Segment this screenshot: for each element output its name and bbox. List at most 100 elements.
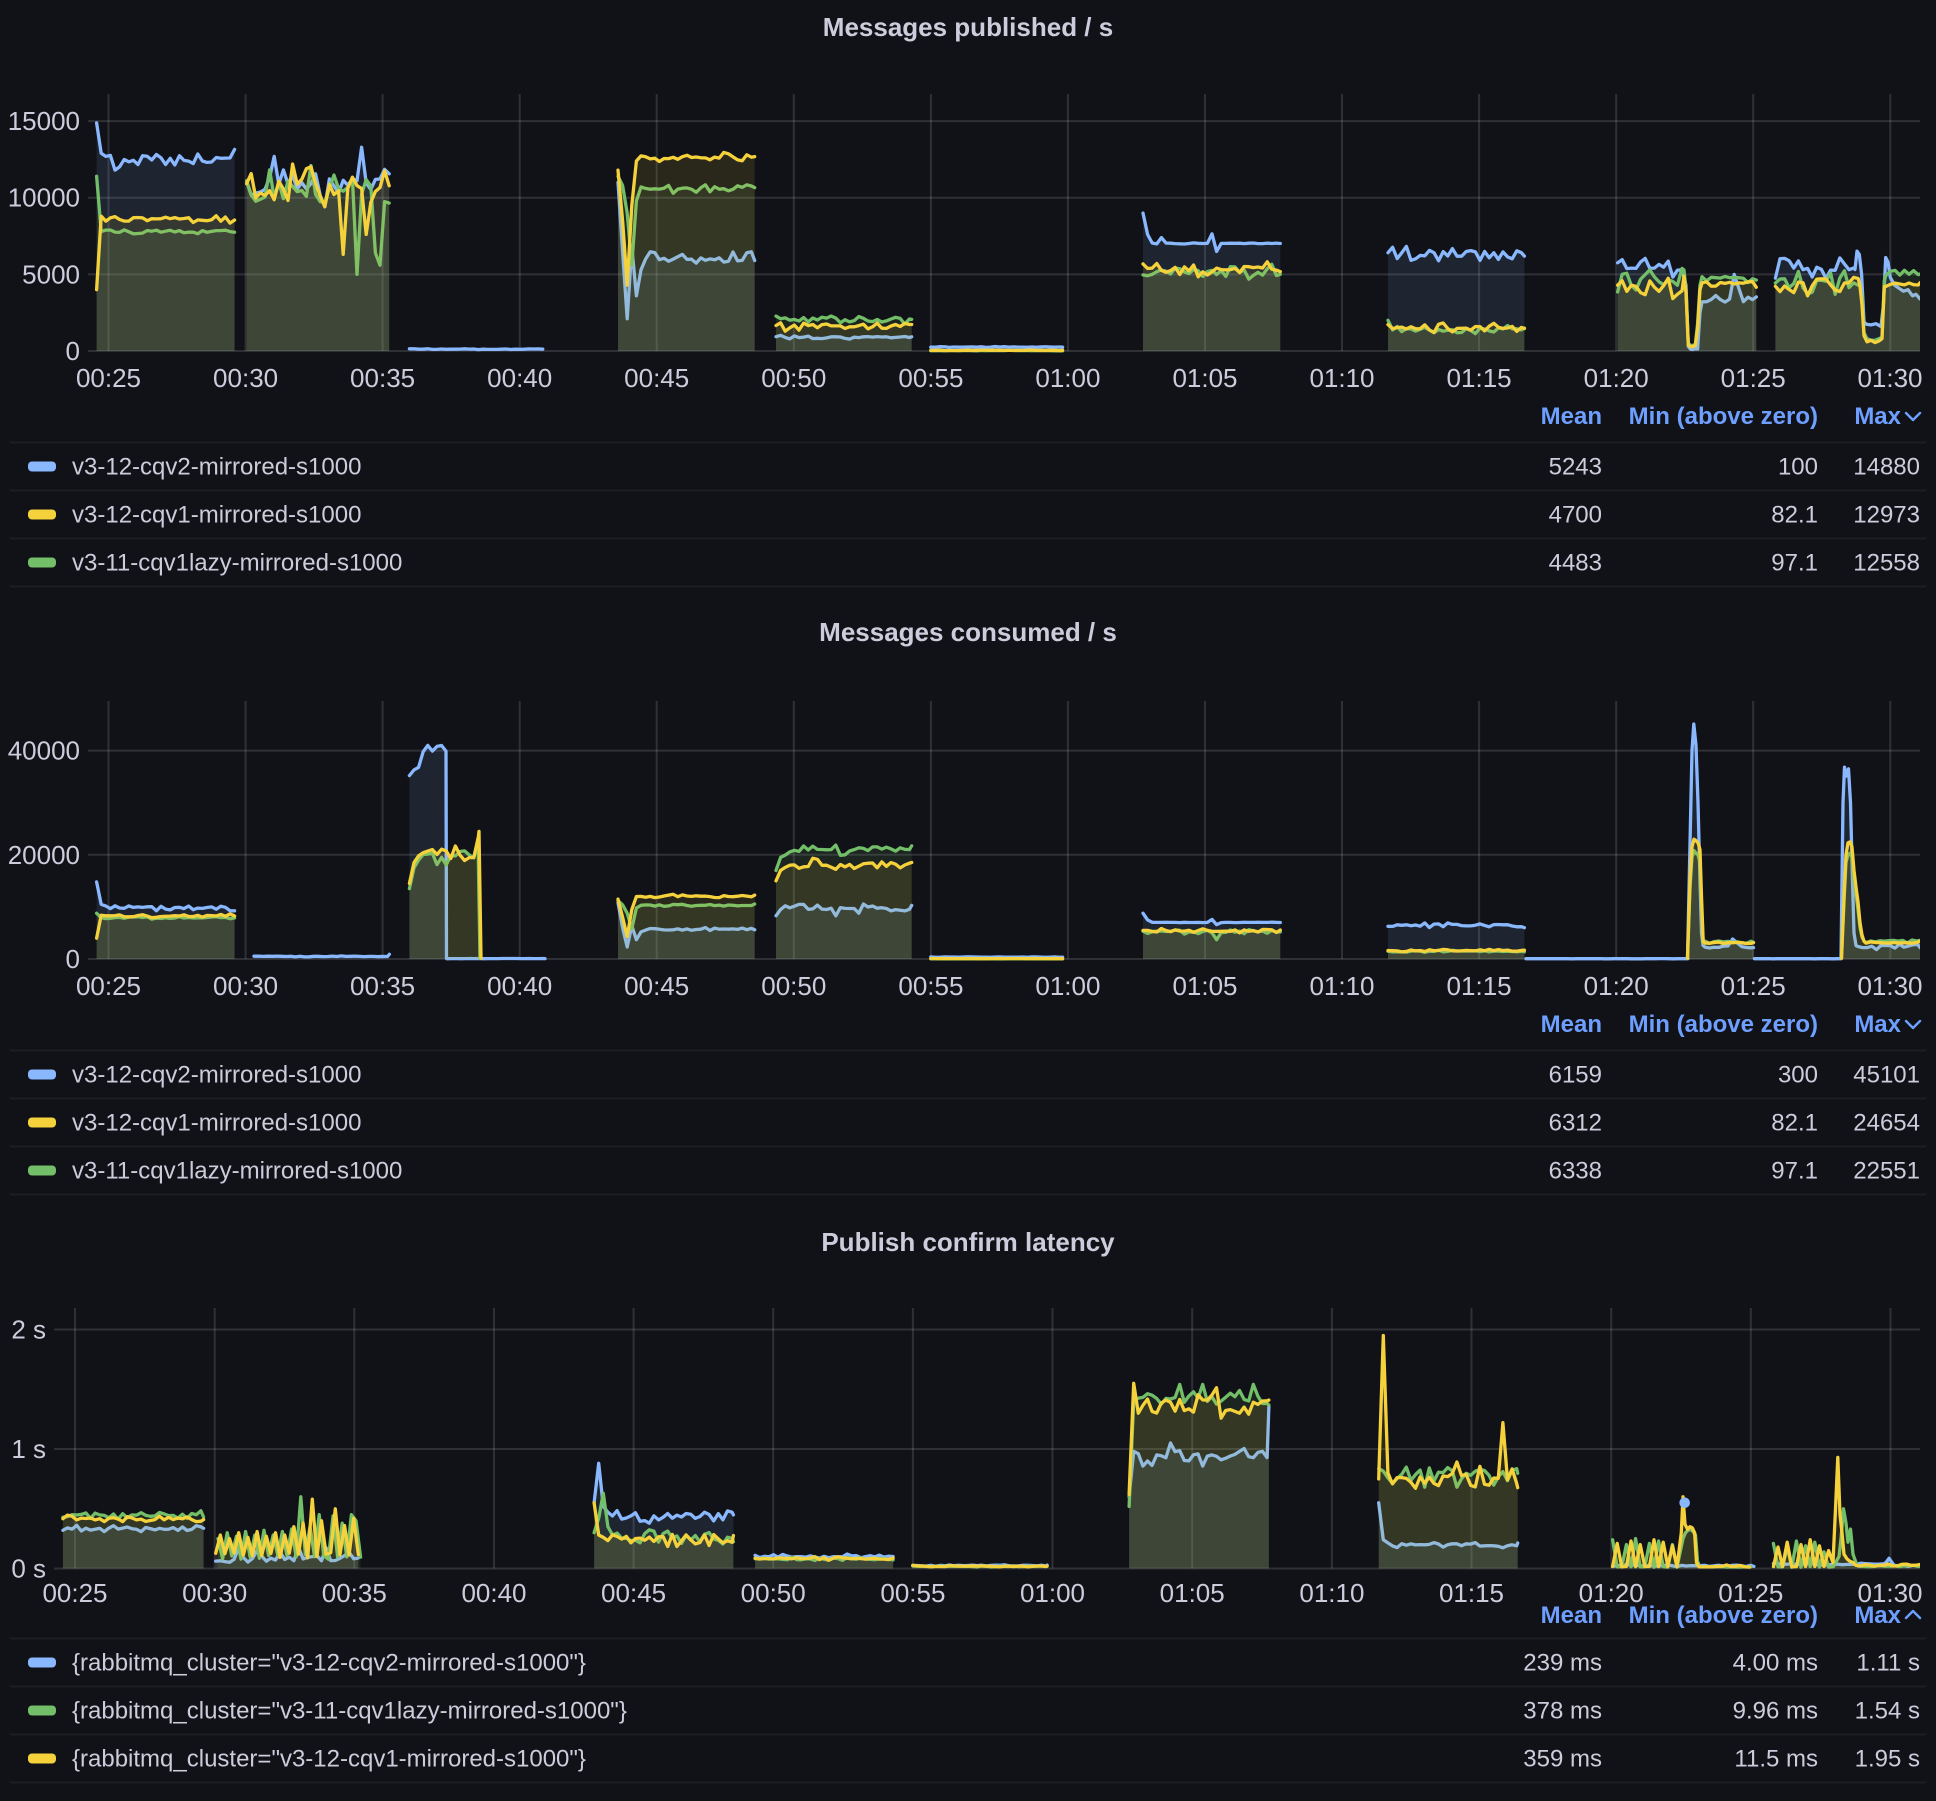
svg-text:Mean: Mean xyxy=(1541,1602,1602,1629)
svg-text:00:45: 00:45 xyxy=(624,971,689,1001)
svg-text:40000: 40000 xyxy=(8,736,80,766)
svg-text:14880: 14880 xyxy=(1853,454,1920,481)
svg-text:v3-12-cqv1-mirrored-s1000: v3-12-cqv1-mirrored-s1000 xyxy=(72,502,361,529)
svg-text:01:30: 01:30 xyxy=(1857,971,1922,1001)
svg-text:01:00: 01:00 xyxy=(1035,363,1100,393)
svg-text:0: 0 xyxy=(66,336,80,366)
svg-text:5000: 5000 xyxy=(22,259,80,289)
svg-text:01:00: 01:00 xyxy=(1020,1578,1085,1608)
svg-text:v3-11-cqv1lazy-mirrored-s1000: v3-11-cqv1lazy-mirrored-s1000 xyxy=(72,1158,402,1185)
svg-text:01:05: 01:05 xyxy=(1172,971,1237,1001)
svg-text:Min (above zero): Min (above zero) xyxy=(1629,403,1818,430)
svg-text:1.11 s: 1.11 s xyxy=(1856,1650,1920,1677)
svg-text:01:30: 01:30 xyxy=(1857,1578,1922,1608)
svg-text:12558: 12558 xyxy=(1853,550,1920,577)
svg-text:00:50: 00:50 xyxy=(761,971,826,1001)
svg-text:300: 300 xyxy=(1778,1062,1818,1089)
svg-text:24654: 24654 xyxy=(1853,1110,1920,1137)
svg-text:01:00: 01:00 xyxy=(1035,971,1100,1001)
svg-text:359 ms: 359 ms xyxy=(1523,1746,1602,1773)
svg-text:00:45: 00:45 xyxy=(601,1578,666,1608)
svg-text:00:25: 00:25 xyxy=(42,1578,107,1608)
svg-text:01:30: 01:30 xyxy=(1857,363,1922,393)
svg-text:00:40: 00:40 xyxy=(487,363,552,393)
svg-text:20000: 20000 xyxy=(8,840,80,870)
svg-text:Max: Max xyxy=(1854,1602,1901,1629)
svg-text:15000: 15000 xyxy=(8,106,80,136)
svg-text:Publish confirm latency: Publish confirm latency xyxy=(821,1227,1115,1257)
svg-text:01:10: 01:10 xyxy=(1309,363,1374,393)
svg-text:1.95 s: 1.95 s xyxy=(1855,1746,1920,1773)
svg-text:00:40: 00:40 xyxy=(461,1578,526,1608)
svg-text:Max: Max xyxy=(1854,403,1901,430)
svg-text:Mean: Mean xyxy=(1541,403,1602,430)
svg-text:Max: Max xyxy=(1854,1011,1901,1038)
svg-text:9.96 ms: 9.96 ms xyxy=(1733,1698,1818,1725)
svg-text:82.1: 82.1 xyxy=(1771,502,1818,529)
svg-text:Messages published / s: Messages published / s xyxy=(823,12,1113,42)
svg-text:00:55: 00:55 xyxy=(898,363,963,393)
svg-text:00:55: 00:55 xyxy=(880,1578,945,1608)
svg-text:v3-12-cqv2-mirrored-s1000: v3-12-cqv2-mirrored-s1000 xyxy=(72,454,361,481)
svg-text:22551: 22551 xyxy=(1853,1158,1920,1185)
svg-text:00:45: 00:45 xyxy=(624,363,689,393)
svg-text:00:40: 00:40 xyxy=(487,971,552,1001)
svg-text:Min (above zero): Min (above zero) xyxy=(1629,1011,1818,1038)
svg-text:{rabbitmq_cluster="v3-12-cqv1-: {rabbitmq_cluster="v3-12-cqv1-mirrored-s… xyxy=(72,1746,586,1773)
svg-text:0 s: 0 s xyxy=(11,1554,46,1584)
svg-text:01:20: 01:20 xyxy=(1579,1578,1644,1608)
svg-text:v3-11-cqv1lazy-mirrored-s1000: v3-11-cqv1lazy-mirrored-s1000 xyxy=(72,550,402,577)
svg-text:Mean: Mean xyxy=(1541,1011,1602,1038)
svg-text:00:25: 00:25 xyxy=(76,971,141,1001)
svg-text:82.1: 82.1 xyxy=(1771,1110,1818,1137)
svg-text:6159: 6159 xyxy=(1549,1062,1602,1089)
svg-text:01:05: 01:05 xyxy=(1172,363,1237,393)
svg-text:00:25: 00:25 xyxy=(76,363,141,393)
svg-text:Messages consumed / s: Messages consumed / s xyxy=(819,617,1117,647)
svg-text:00:30: 00:30 xyxy=(213,971,278,1001)
svg-text:0: 0 xyxy=(66,944,80,974)
svg-text:00:30: 00:30 xyxy=(182,1578,247,1608)
svg-text:10000: 10000 xyxy=(8,183,80,213)
svg-text:Min (above zero): Min (above zero) xyxy=(1629,1602,1818,1629)
svg-text:1 s: 1 s xyxy=(11,1434,46,1464)
svg-text:01:10: 01:10 xyxy=(1299,1578,1364,1608)
svg-text:01:15: 01:15 xyxy=(1447,971,1512,1001)
svg-text:00:30: 00:30 xyxy=(213,363,278,393)
svg-text:01:20: 01:20 xyxy=(1584,971,1649,1001)
svg-text:00:50: 00:50 xyxy=(761,363,826,393)
svg-text:97.1: 97.1 xyxy=(1771,1158,1818,1185)
svg-text:6312: 6312 xyxy=(1549,1110,1602,1137)
svg-text:{rabbitmq_cluster="v3-12-cqv2-: {rabbitmq_cluster="v3-12-cqv2-mirrored-s… xyxy=(72,1650,586,1677)
svg-text:00:35: 00:35 xyxy=(350,363,415,393)
svg-text:00:35: 00:35 xyxy=(350,971,415,1001)
svg-text:01:25: 01:25 xyxy=(1721,971,1786,1001)
svg-text:100: 100 xyxy=(1778,454,1818,481)
svg-text:{rabbitmq_cluster="v3-11-cqv1l: {rabbitmq_cluster="v3-11-cqv1lazy-mirror… xyxy=(72,1698,627,1725)
svg-text:00:55: 00:55 xyxy=(898,971,963,1001)
svg-text:01:05: 01:05 xyxy=(1160,1578,1225,1608)
svg-text:01:15: 01:15 xyxy=(1447,363,1512,393)
svg-text:4483: 4483 xyxy=(1549,550,1602,577)
svg-text:00:35: 00:35 xyxy=(322,1578,387,1608)
svg-text:01:25: 01:25 xyxy=(1718,1578,1783,1608)
svg-text:6338: 6338 xyxy=(1549,1158,1602,1185)
svg-text:5243: 5243 xyxy=(1549,454,1602,481)
svg-text:4700: 4700 xyxy=(1549,502,1602,529)
svg-text:239 ms: 239 ms xyxy=(1523,1650,1602,1677)
svg-text:01:15: 01:15 xyxy=(1439,1578,1504,1608)
svg-text:01:10: 01:10 xyxy=(1309,971,1374,1001)
svg-text:11.5 ms: 11.5 ms xyxy=(1734,1746,1818,1773)
svg-text:97.1: 97.1 xyxy=(1771,550,1818,577)
svg-text:v3-12-cqv2-mirrored-s1000: v3-12-cqv2-mirrored-s1000 xyxy=(72,1062,361,1089)
svg-text:12973: 12973 xyxy=(1853,502,1920,529)
svg-text:4.00 ms: 4.00 ms xyxy=(1733,1650,1818,1677)
svg-text:01:20: 01:20 xyxy=(1584,363,1649,393)
svg-text:01:25: 01:25 xyxy=(1721,363,1786,393)
svg-text:2 s: 2 s xyxy=(11,1315,46,1345)
svg-text:378 ms: 378 ms xyxy=(1523,1698,1602,1725)
svg-text:v3-12-cqv1-mirrored-s1000: v3-12-cqv1-mirrored-s1000 xyxy=(72,1110,361,1137)
svg-text:00:50: 00:50 xyxy=(741,1578,806,1608)
svg-text:1.54 s: 1.54 s xyxy=(1855,1698,1920,1725)
svg-text:45101: 45101 xyxy=(1853,1062,1920,1089)
